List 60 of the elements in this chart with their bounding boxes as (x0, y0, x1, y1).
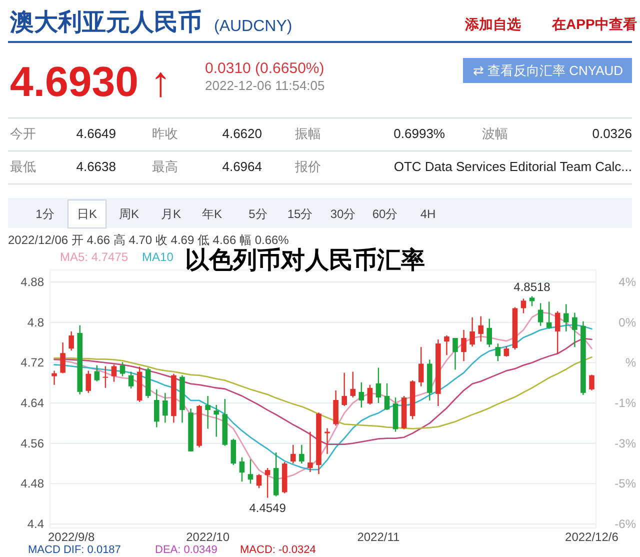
text: ⇄ 查看反向汇率 CNYAUD (472, 63, 624, 78)
text: MACD: -0.0324 (240, 544, 316, 556)
x-tick-label: 2022/12/6 (565, 530, 619, 544)
text: 4.6620 (222, 126, 262, 141)
text: 月K (160, 207, 182, 221)
annotation: 4.8518 (514, 280, 551, 294)
annotation: 4.4549 (249, 500, 286, 515)
text: MA5: 4.7475 (60, 250, 128, 264)
text: 报价 (294, 159, 321, 174)
text: 60分 (372, 207, 398, 221)
text: 4H (420, 207, 436, 221)
chart-title: 以色列币对人民币汇率 (185, 247, 425, 274)
x-tick-label: 2022/10 (186, 530, 230, 544)
text: 5分 (248, 207, 268, 221)
text: 日K (76, 207, 98, 221)
x-tick-label: 2022/9/8 (48, 530, 96, 544)
text: 在APP中查看 (551, 16, 637, 32)
text: 2022-12-06 11:54:05 (205, 78, 325, 93)
text: 最高 (152, 159, 178, 174)
y-tick-label: 4.88 (20, 275, 44, 289)
text: 4.6649 (76, 126, 116, 141)
text: -5% (614, 476, 636, 491)
text: 2022/12/06 开 4.66 高 4.70 收 4.69 低 4.66 幅 0.66% (8, 233, 290, 247)
y-tick-label: 4.48 (20, 476, 44, 491)
text: 4.6964 (222, 159, 262, 174)
x-tick-label: 2022/11 (357, 530, 400, 544)
text: 周K (118, 207, 140, 221)
line-series (54, 338, 592, 446)
text: 4% (618, 275, 636, 289)
text: 年K (202, 207, 222, 221)
y-tick-label: 4.4 (27, 517, 44, 531)
y-tick-label: 4.72 (20, 356, 44, 370)
text: 4.6930 ↑ (10, 58, 172, 105)
text: 0.0310 (0.6650%) (205, 60, 324, 77)
text: -6% (614, 517, 636, 531)
chart-subtitle: 澳大利亚元人民币 (9, 9, 202, 36)
text: -3% (614, 436, 636, 450)
text: -1% (614, 396, 636, 410)
text: 最低 (10, 159, 36, 174)
text: 昨收 (152, 126, 178, 141)
text: 30分 (330, 207, 356, 221)
y-tick-label: 4.56 (20, 436, 44, 450)
y-tick-label: 4.64 (20, 396, 44, 410)
text: 4.6638 (76, 159, 116, 174)
text: MA10 (142, 250, 174, 264)
text: 振幅 (295, 126, 321, 141)
text: 今开 (10, 126, 36, 141)
text: 1分 (36, 207, 54, 221)
y-tick-label: 4.8 (27, 315, 44, 330)
text: 15分 (287, 207, 313, 221)
text: DEA: 0.0349 (155, 544, 218, 556)
text: 添加自选 (464, 16, 521, 32)
text: 0.6993% (394, 126, 446, 141)
text: OTC Data Services Editorial Team Calc... (394, 159, 632, 174)
text: 0.0326 (592, 126, 632, 141)
text: 0% (618, 315, 636, 330)
text: 波幅 (482, 126, 508, 141)
text: % (625, 356, 636, 370)
text: (AUDCNY) (214, 18, 292, 35)
text: MACD DIF: 0.0187 (28, 544, 121, 556)
